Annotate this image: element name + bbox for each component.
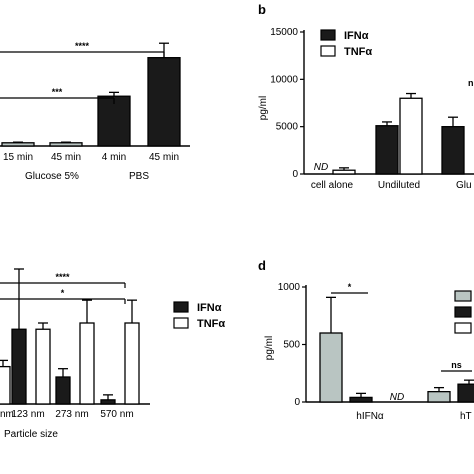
panel-d-legend-swatch-2 bbox=[454, 322, 472, 334]
panel-a-tick-label-0: 15 min bbox=[3, 152, 33, 163]
panel-d-bar-1-1 bbox=[457, 383, 474, 403]
panel-b-legend-label-1: TNFα bbox=[344, 46, 372, 58]
panel-b-bar-1-0 bbox=[332, 169, 356, 175]
panel-b-y-label: pg/ml bbox=[258, 96, 269, 120]
panel-c-bar-1-0 bbox=[0, 365, 11, 405]
panel-c-legend-label-0: IFNα bbox=[197, 302, 222, 314]
panel-c-tick-label-3: 570 nm bbox=[100, 409, 133, 420]
panel-a-tick-label-1: 45 min bbox=[51, 152, 81, 163]
panel-a-tick-label-2: 4 min bbox=[102, 152, 126, 163]
panel-a-bar-2 bbox=[97, 95, 131, 147]
panel-b-label: b bbox=[258, 2, 266, 17]
panel-d-y-tick-label-0: 0 bbox=[294, 397, 300, 408]
panel-b-bar-0-1 bbox=[375, 125, 399, 175]
panel-d-sig-0-label: * bbox=[348, 282, 352, 292]
panel-d-y-label: pg/ml bbox=[264, 336, 275, 360]
panel-b-legend-swatch-0 bbox=[320, 29, 336, 41]
panel-c-bar-0-3 bbox=[100, 399, 116, 405]
panel-c-sig-1-label: * bbox=[61, 288, 65, 298]
panel-d-legend-swatch-0 bbox=[454, 290, 472, 302]
panel-b-tick-label-1: Undiluted bbox=[378, 180, 420, 191]
panel-d-tick-label-0: hIFNα bbox=[356, 411, 384, 422]
panel-b-y-tick-label-1: 5000 bbox=[276, 122, 299, 133]
panel-d-y-tick-label-1: 500 bbox=[283, 340, 300, 351]
panel-b-bar-0-2 bbox=[441, 126, 465, 175]
panel-d-bar-0-0 bbox=[319, 332, 343, 403]
panel-c-bar-0-1 bbox=[11, 328, 27, 405]
panel-c-legend-swatch-1 bbox=[173, 317, 189, 329]
panel-a-group-label-1: PBS bbox=[129, 171, 149, 182]
panel-b: b 0 5000 10000 15000 pg/ml IFNα TNFα cell alone U… bbox=[258, 2, 474, 191]
panel-c-sig-0-label: **** bbox=[55, 272, 70, 282]
panel-a-tick-label-3: 45 min bbox=[149, 152, 179, 163]
panel-b-bar-1-1 bbox=[399, 97, 423, 175]
panel-c-bar-1-2 bbox=[79, 322, 95, 405]
panel-d-sig-1-label: ns bbox=[451, 360, 462, 370]
panel-a-group-label-0: Glucose 5% bbox=[25, 171, 79, 182]
panel-b-tick-label-0: cell alone bbox=[311, 180, 354, 191]
panel-c-x-label: Particle size bbox=[4, 429, 58, 440]
panel-b-legend-label-0: IFNα bbox=[344, 30, 369, 42]
panel-d-y-tick-label-2: 1000 bbox=[278, 282, 301, 293]
panel-d-tick-label-1: hT bbox=[460, 411, 472, 422]
panel-d-bar-0-1 bbox=[427, 390, 451, 403]
panel-b-y-tick-label-3: 15000 bbox=[270, 27, 298, 38]
panel-b-tick-label-2: Glu bbox=[456, 180, 472, 191]
panel-c-tick-label-2: 273 nm bbox=[55, 409, 88, 420]
panel-c-bar-0-2 bbox=[55, 376, 71, 405]
panel-c-bar-1-1 bbox=[35, 328, 51, 405]
panel-a-sig-0-label: **** bbox=[75, 41, 90, 51]
panel-c-tick-label-1: 123 nm bbox=[11, 409, 44, 420]
panel-c-bar-1-3 bbox=[124, 322, 140, 405]
panel-d-legend-swatch-1 bbox=[454, 306, 472, 318]
panel-d: d 0 500 1000 pg/ml hIFNα hT ND * ns bbox=[258, 258, 474, 422]
panel-b-y-tick-label-0: 0 bbox=[292, 169, 298, 180]
panel-c-tick-label-0: nm bbox=[0, 409, 14, 420]
panel-d-bar-1-0 bbox=[349, 396, 373, 403]
panel-d-label: d bbox=[258, 258, 266, 273]
panel-a-sig-1-label: *** bbox=[52, 87, 63, 97]
panel-b-sig-0: n bbox=[468, 78, 474, 88]
panel-c-legend-swatch-0 bbox=[173, 301, 189, 313]
panel-b-legend-swatch-1 bbox=[320, 45, 336, 57]
panel-a-bar-3 bbox=[147, 57, 181, 147]
panel-c-legend-label-1: TNFα bbox=[197, 318, 225, 330]
panel-b-y-tick-label-2: 10000 bbox=[270, 74, 298, 85]
panel-a-bar-0 bbox=[1, 142, 35, 147]
panel-d-nd-annotation: ND bbox=[390, 392, 404, 403]
panel-b-nd-annotation: ND bbox=[314, 162, 328, 173]
panel-a-bar-1 bbox=[49, 142, 83, 147]
